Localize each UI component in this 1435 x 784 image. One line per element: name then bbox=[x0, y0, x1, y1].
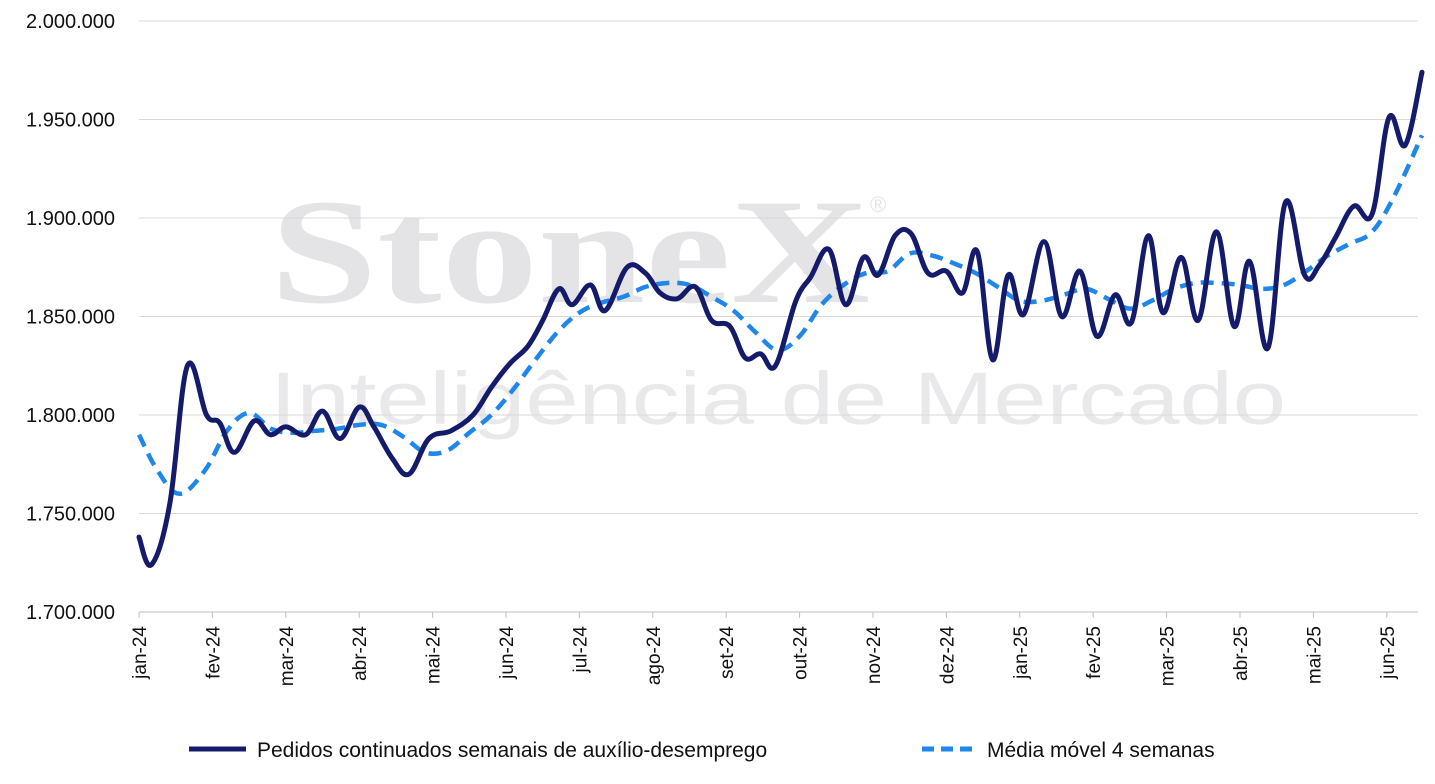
x-tick-label: mai-24 bbox=[424, 626, 445, 685]
x-tick-label: jan-25 bbox=[1011, 626, 1032, 680]
x-tick-label: jun-24 bbox=[497, 626, 518, 680]
x-tick-label: nov-24 bbox=[864, 626, 885, 685]
x-axis: jan-24 fev-24 mar-24 abr-24 mai-24 jun-24 jul-… bbox=[130, 611, 1418, 687]
y-tick-label: 1.750.000 bbox=[26, 504, 115, 526]
x-tick-label: out-24 bbox=[791, 626, 812, 680]
watermark: StoneX ® Inteligência de Mercado bbox=[270, 169, 1286, 440]
series-layer bbox=[136, 69, 1425, 568]
watermark-tagline: Inteligência de Mercado bbox=[270, 357, 1286, 440]
legend-label-series-1: Pedidos continuados semanais de auxílio-… bbox=[257, 739, 767, 762]
legend: Pedidos continuados semanais de auxílio-… bbox=[189, 739, 1215, 762]
y-tick-label: 1.700.000 bbox=[26, 602, 115, 624]
y-axis: 1.700.000 1.750.000 1.800.000 1.850.000 1.90… bbox=[26, 11, 115, 624]
x-tick-label: abr-24 bbox=[350, 626, 371, 681]
x-tick-label: jun-25 bbox=[1378, 626, 1399, 680]
x-tick-label: set-24 bbox=[717, 626, 738, 679]
x-tick-label: jan-24 bbox=[130, 626, 151, 680]
x-tick-label: fev-25 bbox=[1084, 626, 1105, 679]
x-tick-label: fev-24 bbox=[203, 626, 224, 679]
y-tick-label: 1.950.000 bbox=[26, 110, 115, 132]
x-tick-label: ago-24 bbox=[644, 626, 665, 686]
x-tick-label: mar-25 bbox=[1158, 626, 1179, 686]
watermark-brand: StoneX bbox=[270, 169, 870, 335]
y-tick-label: 1.800.000 bbox=[26, 405, 115, 427]
x-tick-label: abr-25 bbox=[1231, 626, 1252, 681]
x-tick-label: dez-24 bbox=[937, 626, 958, 685]
legend-label-series-2: Média móvel 4 semanas bbox=[987, 739, 1215, 762]
x-tick-label: mar-24 bbox=[277, 626, 298, 687]
y-tick-label: 1.900.000 bbox=[26, 208, 115, 230]
series-line-weekly-claims bbox=[136, 69, 1425, 568]
x-tick-label: jul-24 bbox=[570, 626, 591, 674]
watermark-registered: ® bbox=[870, 192, 886, 217]
x-tick-label: mai-25 bbox=[1304, 626, 1325, 684]
y-tick-label: 2.000.000 bbox=[26, 11, 115, 33]
y-tick-label: 1.850.000 bbox=[26, 307, 115, 329]
